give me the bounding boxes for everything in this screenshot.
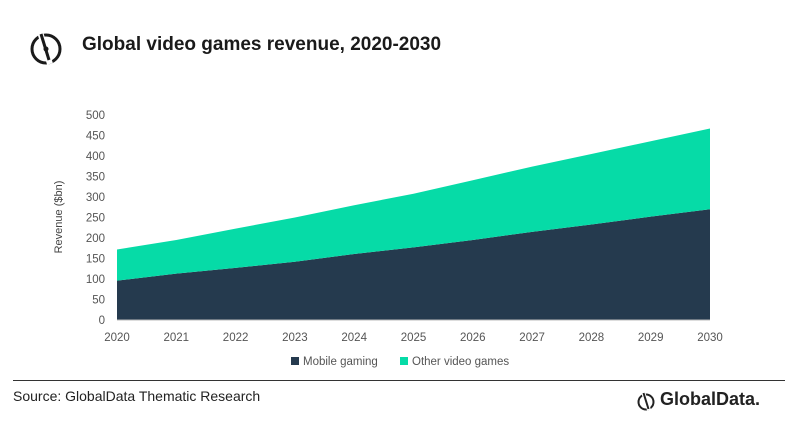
y-tick-label: 300	[86, 192, 105, 204]
x-tick-label: 2030	[697, 332, 723, 344]
area-series-other-video-games	[117, 128, 710, 281]
y-tick-label: 0	[99, 315, 105, 327]
x-tick-label: 2028	[579, 332, 605, 344]
y-tick-label: 100	[86, 274, 105, 286]
brand-logo: GlobalData.	[660, 389, 761, 409]
chart-title: Global video games revenue, 2020-2030	[82, 34, 442, 55]
y-tick-label: 50	[92, 295, 105, 307]
x-tick-label: 2023	[282, 332, 308, 344]
globaldata-brand-icon	[637, 391, 655, 411]
x-tick-label: 2021	[164, 332, 190, 344]
x-tick-label: 2029	[638, 332, 664, 344]
x-tick-label: 2020	[104, 332, 130, 344]
y-tick-label: 250	[86, 213, 105, 225]
y-tick-label: 350	[86, 172, 105, 184]
divider	[13, 380, 785, 381]
x-tick-label: 2026	[460, 332, 486, 344]
legend-swatch	[400, 357, 408, 365]
x-tick-label: 2025	[401, 332, 427, 344]
area-series-mobile-gaming	[117, 209, 710, 320]
y-tick-label: 400	[86, 151, 105, 163]
y-tick-label: 500	[86, 110, 105, 122]
legend-label: Mobile gaming	[303, 356, 378, 368]
legend-swatch	[291, 357, 299, 365]
y-tick-label: 150	[86, 254, 105, 266]
area-chart: 0 50 100 150 200 250 300 350 400 450 500 2020 2021 20…	[53, 110, 723, 368]
source-note: Source: GlobalData Thematic Research	[13, 388, 261, 404]
y-axis-label: Revenue ($bn)	[53, 181, 65, 254]
x-tick-label: 2027	[519, 332, 545, 344]
y-tick-label: 450	[86, 131, 105, 143]
legend-label: Other video games	[412, 356, 509, 368]
x-tick-label: 2024	[341, 332, 367, 344]
globaldata-logo-icon	[30, 31, 62, 65]
x-tick-label: 2022	[223, 332, 249, 344]
y-tick-label: 200	[86, 233, 105, 245]
